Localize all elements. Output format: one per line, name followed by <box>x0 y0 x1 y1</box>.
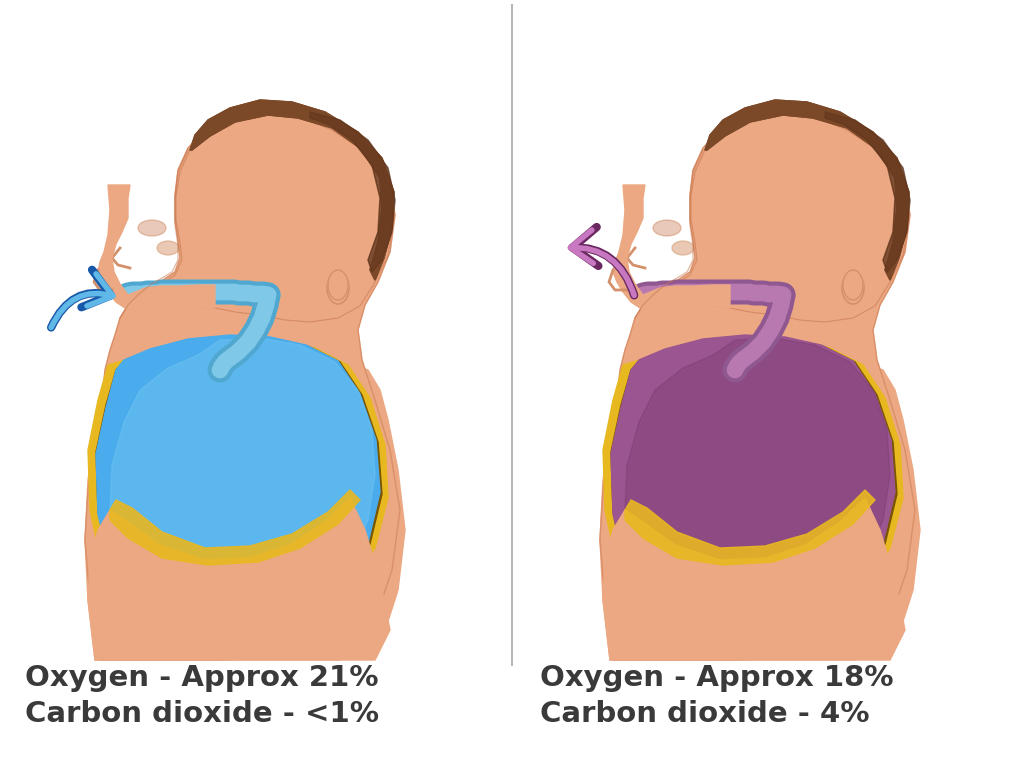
Ellipse shape <box>157 241 179 255</box>
Text: Carbon dioxide - <1%: Carbon dioxide - <1% <box>25 700 379 728</box>
Text: Oxygen - Approx 21%: Oxygen - Approx 21% <box>25 664 379 692</box>
Polygon shape <box>190 100 394 280</box>
FancyArrowPatch shape <box>570 230 634 295</box>
Polygon shape <box>613 185 730 310</box>
Polygon shape <box>85 112 400 660</box>
Polygon shape <box>705 100 909 280</box>
Polygon shape <box>310 112 395 272</box>
Polygon shape <box>88 498 390 660</box>
Ellipse shape <box>842 272 864 304</box>
Polygon shape <box>603 498 905 660</box>
Polygon shape <box>85 345 406 660</box>
Polygon shape <box>98 185 215 310</box>
Polygon shape <box>600 345 920 660</box>
Ellipse shape <box>653 220 681 236</box>
FancyArrowPatch shape <box>51 274 113 327</box>
Polygon shape <box>625 490 874 565</box>
Polygon shape <box>825 112 910 272</box>
Polygon shape <box>611 335 895 642</box>
Polygon shape <box>600 112 915 660</box>
FancyArrowPatch shape <box>572 227 634 295</box>
Polygon shape <box>705 100 909 280</box>
Polygon shape <box>110 338 375 628</box>
Polygon shape <box>88 338 388 648</box>
Polygon shape <box>110 490 360 565</box>
Polygon shape <box>190 100 394 280</box>
Polygon shape <box>643 112 909 322</box>
Ellipse shape <box>328 270 348 300</box>
Polygon shape <box>310 112 395 272</box>
Text: Oxygen - Approx 18%: Oxygen - Approx 18% <box>540 664 894 692</box>
Polygon shape <box>96 336 382 642</box>
FancyArrowPatch shape <box>51 270 111 327</box>
Text: Carbon dioxide - 4%: Carbon dioxide - 4% <box>540 700 869 728</box>
Polygon shape <box>825 112 910 272</box>
Polygon shape <box>128 112 394 322</box>
Polygon shape <box>625 338 890 628</box>
Polygon shape <box>96 335 380 642</box>
Polygon shape <box>603 338 903 648</box>
Polygon shape <box>611 336 897 642</box>
Ellipse shape <box>138 220 166 236</box>
Ellipse shape <box>672 241 694 255</box>
Ellipse shape <box>327 272 349 304</box>
Ellipse shape <box>843 270 863 300</box>
